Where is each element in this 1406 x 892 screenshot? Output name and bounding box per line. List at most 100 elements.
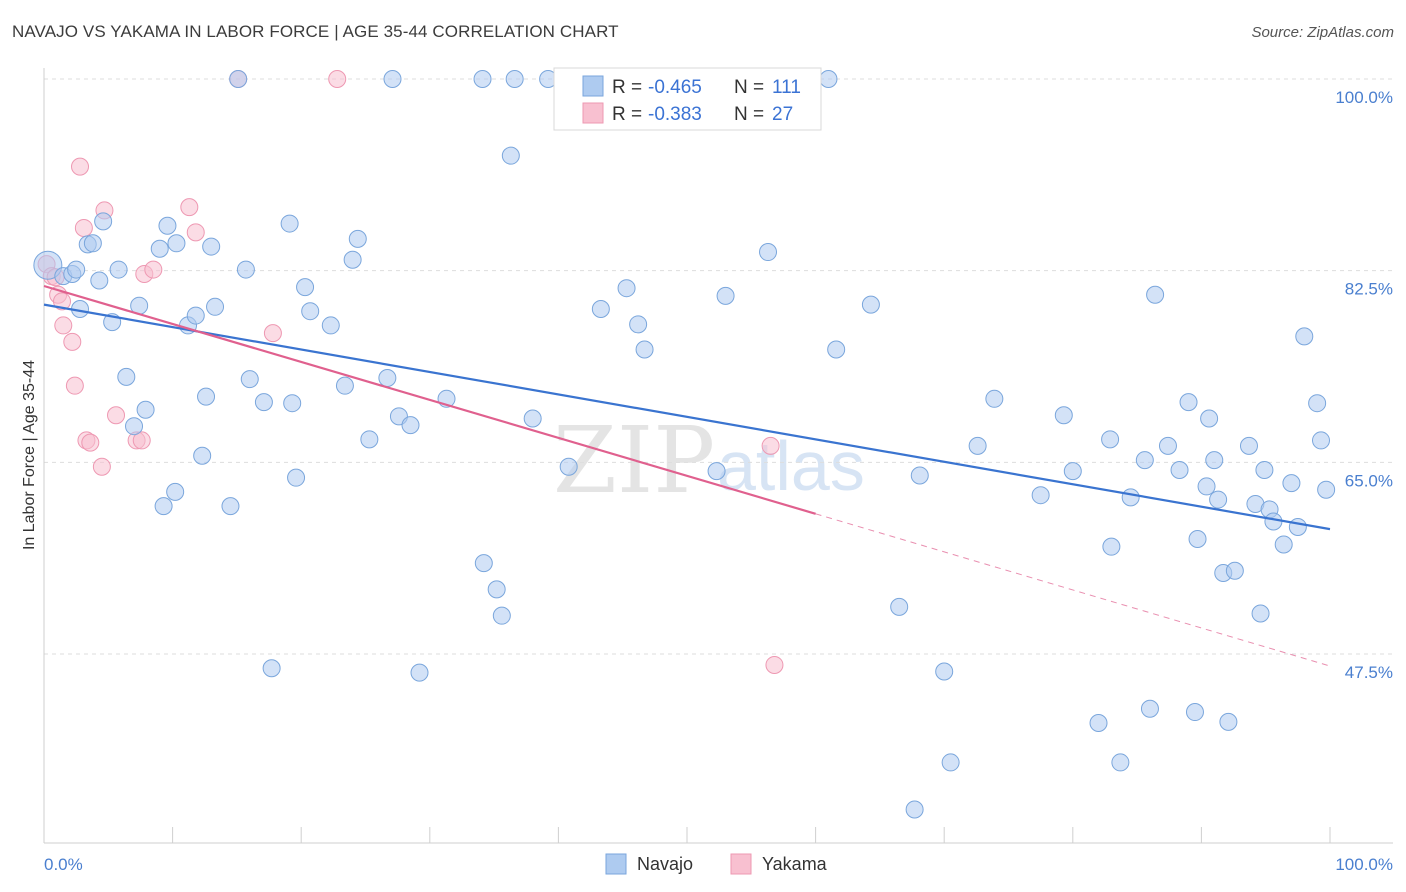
yakama-point: [54, 316, 73, 335]
navajo-point: [910, 466, 929, 485]
navajo-point: [474, 554, 493, 573]
yakama-point: [761, 436, 780, 455]
navajo-point: [1311, 431, 1330, 450]
navajo-point: [193, 446, 212, 465]
navajo-point: [296, 278, 315, 297]
navajo-point: [1140, 699, 1159, 718]
navajo-point: [150, 239, 169, 258]
yakama-point: [63, 332, 82, 351]
navajo-point: [861, 295, 880, 314]
navajo-point: [154, 497, 173, 516]
legend-yakama-n-label: N =: [734, 104, 764, 125]
y-tick-label: 82.5%: [1345, 280, 1393, 299]
y-tick-labels: 47.5% 65.0% 82.5% 100.0%: [1335, 88, 1393, 682]
yakama-point: [71, 157, 90, 176]
yakama-points: [37, 70, 784, 674]
navajo-point: [935, 662, 954, 681]
navajo-point: [968, 436, 987, 455]
navajo-point: [1054, 406, 1073, 425]
navajo-point: [1282, 474, 1301, 493]
navajo-point: [1146, 285, 1165, 304]
navajo-point: [1101, 430, 1120, 449]
navajo-point: [1255, 461, 1274, 479]
legend-navajo-r-value: -0.465: [648, 77, 702, 98]
watermark-atlas: atlas: [717, 427, 865, 505]
navajo-point: [487, 580, 506, 599]
navajo-point: [1205, 451, 1224, 470]
navajo-point: [1170, 461, 1189, 479]
navajo-point: [117, 367, 136, 386]
yakama-point: [328, 70, 347, 88]
navajo-point: [1239, 436, 1258, 455]
yakama-point: [74, 218, 93, 237]
navajo-point: [90, 271, 109, 290]
navajo-point: [280, 214, 299, 233]
x-tick-label-max: 100.0%: [1335, 855, 1393, 874]
legend-navajo-n-label: N =: [734, 77, 764, 98]
navajo-point: [716, 286, 735, 305]
navajo-point: [1317, 480, 1336, 499]
yakama-point: [132, 431, 151, 450]
navajo-point: [1063, 462, 1082, 481]
navajo-point: [1274, 535, 1293, 554]
navajo-point: [383, 70, 402, 88]
trend-lines: [43, 284, 1331, 667]
navajo-point: [629, 315, 648, 334]
yakama-point: [92, 457, 111, 476]
navajo-point: [240, 370, 259, 389]
yakama-trend-extension: [815, 513, 1331, 667]
bottom-legend-swatch-yakama: [730, 853, 752, 875]
navajo-point: [1197, 477, 1216, 496]
navajo-point: [335, 376, 354, 395]
source-label: Source: ZipAtlas.com: [1251, 24, 1394, 41]
navajo-point: [301, 302, 320, 321]
navajo-point: [33, 250, 63, 280]
legend-navajo-r-label: R =: [612, 77, 642, 98]
yakama-point: [180, 198, 199, 217]
navajo-point: [1219, 712, 1238, 731]
navajo-point: [492, 606, 511, 625]
bottom-legend-yakama: Yakama: [762, 854, 828, 874]
navajo-point: [401, 416, 420, 435]
navajo-point: [1102, 537, 1121, 556]
navajo-point: [202, 237, 221, 256]
yakama-point: [53, 292, 72, 311]
navajo-point: [1264, 512, 1283, 531]
navajo-point: [125, 417, 144, 436]
navajo-point: [262, 659, 281, 678]
y-tick-label: 100.0%: [1335, 88, 1393, 107]
navajo-point: [505, 70, 524, 88]
watermark: ZIP atlas: [553, 407, 865, 514]
navajo-point: [1179, 393, 1198, 412]
navajo-point: [559, 457, 578, 476]
legend-yakama-r-label: R =: [612, 104, 642, 125]
navajo-point: [905, 800, 924, 819]
navajo-point: [1031, 486, 1050, 505]
navajo-point: [348, 229, 367, 248]
y-tick-label: 47.5%: [1345, 663, 1393, 682]
y-axis-title: In Labor Force | Age 35-44: [21, 360, 38, 550]
yakama-point: [263, 324, 282, 343]
navajo-point: [1308, 394, 1327, 413]
navajo-point: [1158, 436, 1177, 455]
navajo-point: [1089, 714, 1108, 732]
navajo-point: [473, 70, 492, 88]
navajo-point: [1288, 517, 1307, 536]
navajo-point: [501, 146, 520, 165]
legend-yakama-n-value: 27: [772, 104, 793, 125]
yakama-point: [765, 655, 784, 674]
legend-navajo-n-value: 111: [772, 77, 801, 98]
yakama-point: [144, 260, 163, 279]
navajo-point: [1200, 409, 1219, 428]
legend-top: R = -0.465 N = 111 R = -0.383 N = 27: [553, 67, 822, 131]
navajo-point: [635, 340, 654, 359]
navajo-point: [985, 389, 1004, 408]
navajo-point: [1209, 490, 1228, 509]
navajo-point: [410, 663, 429, 682]
yakama-point: [81, 433, 100, 452]
navajo-point: [1111, 753, 1130, 772]
navajo-point: [94, 212, 113, 231]
navajo-point: [941, 753, 960, 772]
navajo-point: [136, 400, 155, 419]
